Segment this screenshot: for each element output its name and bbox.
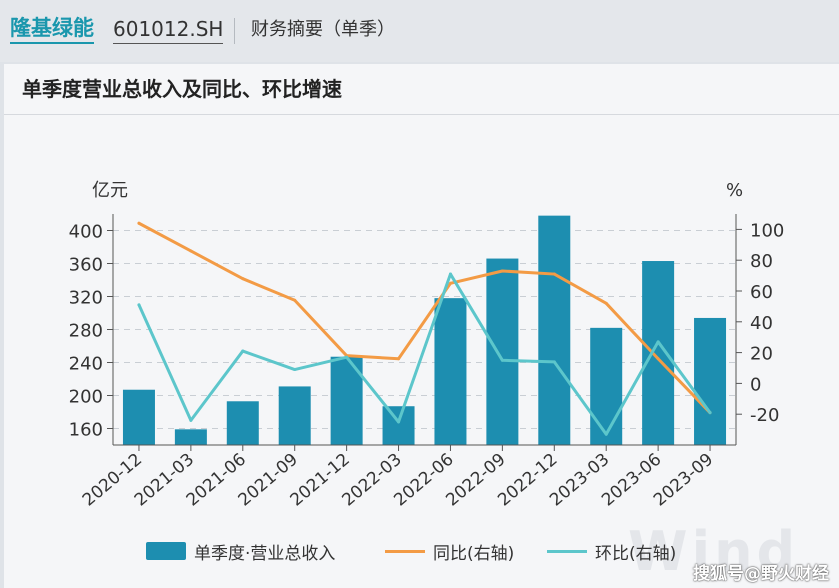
section-title: 财务摘要（单季） [251, 19, 395, 40]
point-qoq-2021-09 [293, 368, 297, 372]
left-tick-label: 280 [69, 321, 103, 342]
point-yoy-2021-06 [241, 277, 245, 281]
point-qoq-2021-03 [189, 418, 193, 422]
bar-2021-09 [278, 386, 311, 445]
point-qoq-2022-09 [500, 358, 504, 362]
stock-code-link[interactable]: 601012.SH [113, 15, 224, 44]
point-yoy-2022-09 [500, 269, 504, 273]
legend-label-qoq: 环比(右轴) [595, 543, 677, 564]
right-tick-label: 100 [750, 220, 784, 241]
chart-title: 单季度营业总收入及同比、环比增速 [22, 77, 342, 101]
bar-2021-06 [226, 401, 259, 445]
bar-2022-09 [486, 258, 519, 445]
source-watermark: 搜狐号@野火财经 [693, 564, 829, 584]
legend-swatch-qoq [547, 549, 587, 553]
legend-label-revenue: 单季度·营业总收入 [194, 543, 336, 564]
left-tick-label: 200 [69, 387, 103, 408]
bar-2023-03 [590, 327, 623, 445]
point-qoq-2022-12 [552, 360, 556, 364]
point-yoy-2022-03 [397, 357, 401, 361]
point-qoq-2023-06 [656, 340, 660, 344]
left-tick-label: 160 [69, 420, 103, 441]
legend-item-qoq[interactable]: 环比(右轴) [547, 537, 676, 565]
point-yoy-2022-06 [448, 281, 452, 285]
company-name-link[interactable]: 隆基绿能 [10, 14, 94, 44]
right-tick-label: 40 [750, 313, 773, 334]
bar-2021-03 [174, 429, 207, 445]
bar-2022-12 [538, 215, 571, 445]
bar-2022-03 [382, 406, 415, 445]
point-qoq-2022-03 [397, 420, 401, 424]
left-tick-label: 240 [69, 354, 103, 375]
bar-2023-06 [642, 261, 675, 445]
point-qoq-2020-12 [137, 303, 141, 307]
bar-2023-09 [694, 317, 727, 445]
right-tick-label: -20 [750, 405, 779, 426]
line-series [137, 221, 712, 436]
legend-item-yoy[interactable]: 同比(右轴) [385, 537, 514, 565]
bar-series [122, 215, 727, 445]
right-tick-label: 20 [750, 344, 773, 365]
right-tick-label: 60 [750, 282, 773, 303]
left-tick-label: 360 [69, 255, 103, 276]
legend-swatch-yoy [385, 549, 425, 553]
line-yoy [137, 221, 712, 415]
left-tick-label: 400 [69, 222, 103, 243]
right-tick-label: 0 [750, 374, 761, 395]
point-yoy-2022-12 [552, 272, 556, 276]
point-yoy-2020-12 [137, 221, 141, 225]
right-tick-label: 80 [750, 251, 773, 272]
line-qoq [137, 272, 712, 436]
divider [234, 18, 235, 44]
point-yoy-2021-03 [189, 249, 193, 253]
panel-header: 单季度营业总收入及同比、环比增速 [4, 64, 839, 115]
point-yoy-2021-09 [293, 298, 297, 302]
right-axis-unit: % [726, 180, 743, 201]
chart-legend: 单季度·营业总收入 同比(右轴) 环比(右轴) [0, 537, 839, 565]
legend-label-yoy: 同比(右轴) [433, 543, 515, 564]
point-yoy-2023-03 [604, 301, 608, 305]
point-qoq-2021-06 [241, 349, 245, 353]
point-yoy-2023-06 [656, 357, 660, 361]
point-qoq-2023-09 [708, 411, 712, 415]
point-qoq-2022-06 [448, 272, 452, 276]
left-tick-label: 320 [69, 288, 103, 309]
point-qoq-2021-12 [345, 355, 349, 359]
bar-2022-06 [434, 298, 467, 445]
wind-brand-mark: Wind [628, 520, 800, 583]
bar-2020-12 [122, 389, 155, 445]
point-qoq-2023-03 [604, 432, 608, 436]
top-bar: 隆基绿能 601012.SH 财务摘要（单季） [0, 0, 839, 62]
legend-swatch-revenue [146, 542, 186, 560]
legend-item-revenue[interactable]: 单季度·营业总收入 [146, 537, 335, 565]
left-axis-unit: 亿元 [92, 180, 128, 201]
